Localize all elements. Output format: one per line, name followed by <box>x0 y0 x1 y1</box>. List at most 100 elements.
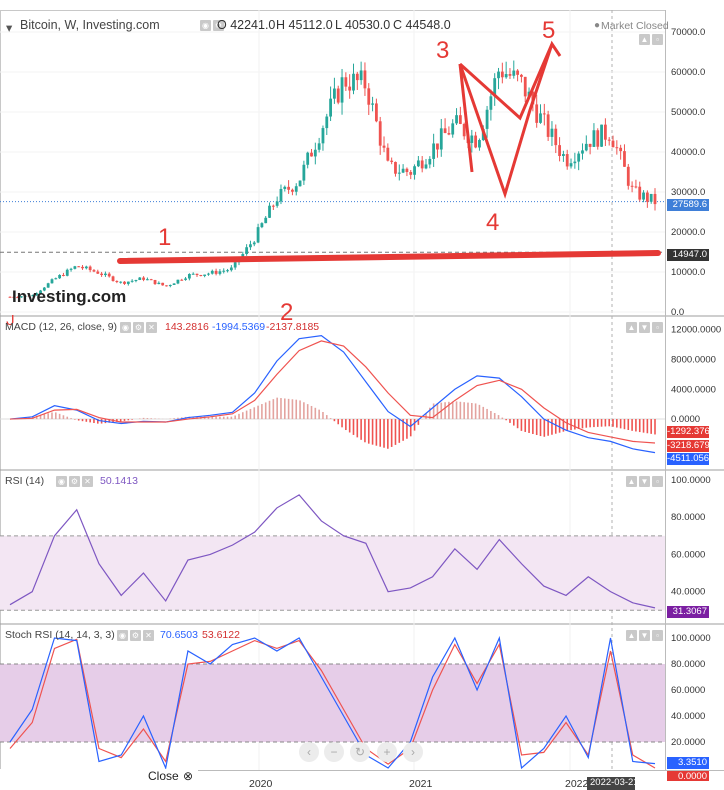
time-tick-2022: 2022 <box>565 778 589 790</box>
stoch-k-line <box>9 635 656 771</box>
candle-body <box>8 296 12 298</box>
candle-body <box>35 293 39 295</box>
candle-body <box>355 73 359 81</box>
macd-signal-value: -2137.8185 <box>266 321 320 333</box>
rsi-pane-down-icon[interactable]: ▼ <box>639 476 650 487</box>
candle-body <box>512 70 516 76</box>
candle-body <box>168 284 172 287</box>
rsi-pane-maximize-icon[interactable]: ▫ <box>652 476 663 487</box>
candle-body <box>218 271 222 274</box>
chart-frame <box>0 10 666 771</box>
candle-body <box>210 270 214 274</box>
reset-button[interactable]: ↻ <box>350 742 370 762</box>
rsi-label[interactable]: RSI (14) <box>5 475 45 487</box>
macd-tick: 12000.0000 <box>671 325 721 336</box>
eye-icon[interactable]: ◉ <box>200 20 211 31</box>
candle-body <box>340 77 344 103</box>
candle-body <box>298 180 302 187</box>
candle-body <box>493 78 497 97</box>
crosshair-date: 2022-03-21 <box>590 777 639 788</box>
macd-tick: 4000.0000 <box>671 384 716 395</box>
annotation-mark: ᒍ <box>6 312 15 328</box>
candle-body <box>603 124 607 140</box>
candle-body <box>401 168 405 173</box>
candle-body <box>119 281 123 283</box>
pane-maximize-icon[interactable]: ▫ <box>652 34 663 45</box>
rsi-eye-icon[interactable]: ◉ <box>56 476 67 487</box>
macd-eye-icon[interactable]: ◉ <box>120 322 131 333</box>
rsi-pane-up-icon[interactable]: ▲ <box>626 476 637 487</box>
stoch-d-tag: 0.0000 <box>667 771 709 782</box>
collapse-icon[interactable]: ▾ <box>6 21 13 35</box>
candle-body <box>126 281 130 284</box>
pane-up-icon[interactable]: ▲ <box>639 34 650 45</box>
scroll-right-button[interactable]: › <box>403 742 423 762</box>
stoch-settings-icon[interactable]: ⚙ <box>130 630 141 641</box>
candle-body <box>107 273 111 277</box>
close-icon[interactable]: ⊗ <box>183 769 194 783</box>
candle-body <box>573 161 577 164</box>
candle-body <box>359 70 363 81</box>
candle-body <box>558 145 561 156</box>
candle-body <box>214 270 218 274</box>
rsi-close-icon[interactable]: ✕ <box>82 476 93 487</box>
wave-label-2: 2 <box>280 299 293 326</box>
candle-body <box>420 160 424 169</box>
zoom-out-button[interactable]: − <box>324 742 344 762</box>
macd-close-icon[interactable]: ✕ <box>146 322 157 333</box>
candle-body <box>600 124 603 147</box>
candle-body <box>539 113 542 123</box>
candle-body <box>516 70 520 75</box>
candle-body <box>145 279 149 281</box>
macd-tick: 8000.0000 <box>671 355 716 366</box>
candle-body <box>153 279 157 285</box>
scroll-left-button[interactable]: ‹ <box>299 742 319 762</box>
close-label[interactable]: Close <box>148 769 179 783</box>
rsi-settings-icon[interactable]: ⚙ <box>69 476 80 487</box>
candle-body <box>611 140 615 148</box>
stoch-pane-up-icon[interactable]: ▲ <box>626 630 637 641</box>
stoch-tick: 20.0000 <box>671 737 705 748</box>
candle-body <box>497 71 500 79</box>
zoom-in-button[interactable]: + <box>377 742 397 762</box>
macd-pane-down-icon[interactable]: ▼ <box>639 322 650 333</box>
ohlc-close: C 44548.0 <box>393 18 451 32</box>
candle-body <box>65 269 69 276</box>
macd-pane-up-icon[interactable]: ▲ <box>626 322 637 333</box>
macd-label[interactable]: MACD (12, 26, close, 9) <box>5 321 118 333</box>
settings-icon[interactable]: ⚙ <box>213 20 224 31</box>
candle-body <box>252 242 256 245</box>
candle-body <box>562 154 565 156</box>
candle-body <box>577 153 581 162</box>
candle-body <box>291 189 294 192</box>
candle-body <box>88 266 92 271</box>
wave-label-4: 4 <box>486 209 499 236</box>
macd-settings-icon[interactable]: ⚙ <box>133 322 144 333</box>
candle-body <box>138 277 142 281</box>
candle-body <box>485 109 489 129</box>
candle-body <box>130 280 134 282</box>
candle-body <box>653 193 657 205</box>
candle-body <box>195 273 199 276</box>
stoch-pane-down-icon[interactable]: ▼ <box>639 630 650 641</box>
stoch-pane-maximize-icon[interactable]: ▫ <box>652 630 663 641</box>
stoch-label[interactable]: Stoch RSI (14, 14, 3, 3) <box>5 629 115 641</box>
candle-body <box>642 192 645 200</box>
macd-pane-maximize-icon[interactable]: ▫ <box>652 322 663 333</box>
candle-body <box>69 268 73 270</box>
candle-body <box>62 274 65 276</box>
candle-body <box>581 150 584 154</box>
candle-body <box>20 296 23 298</box>
candle-body <box>180 279 184 281</box>
candle-body <box>436 143 439 150</box>
candle-body <box>546 114 550 137</box>
stoch-tick: 100.0000 <box>671 633 711 644</box>
stoch-close-icon[interactable]: ✕ <box>143 630 154 641</box>
symbol-title[interactable]: Bitcoin, W, Investing.com <box>20 18 160 32</box>
price-tick: 30000.0 <box>671 187 705 198</box>
candle-body <box>111 276 115 282</box>
candle-body <box>478 140 481 148</box>
stoch-eye-icon[interactable]: ◉ <box>117 630 128 641</box>
candle-body <box>229 267 233 271</box>
candle-body <box>424 164 428 169</box>
